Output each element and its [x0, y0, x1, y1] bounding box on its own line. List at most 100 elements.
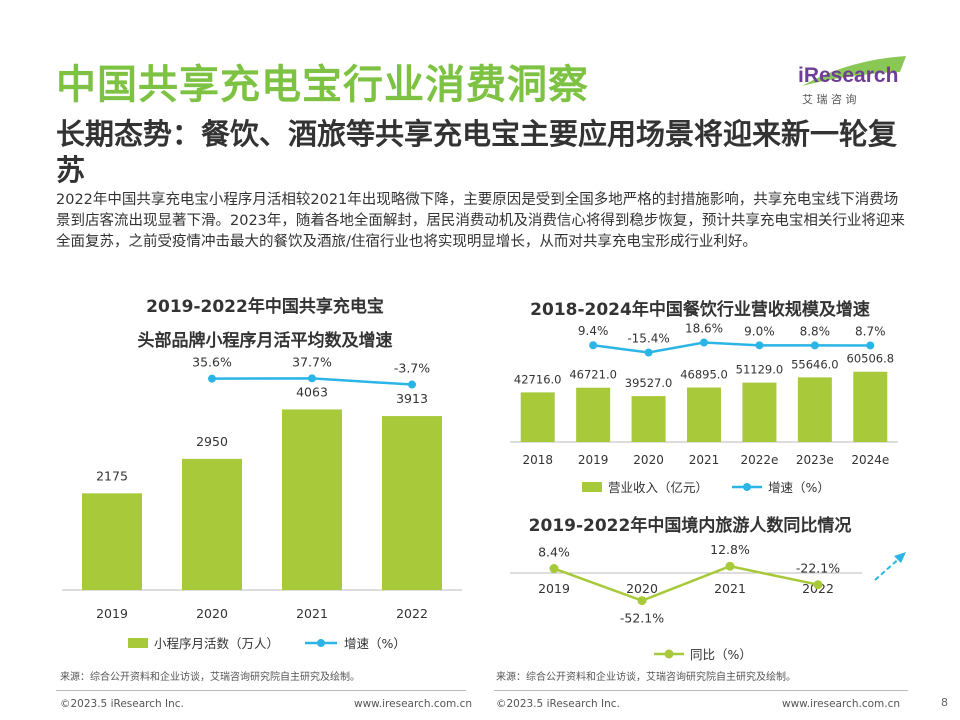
- chart1-bar-label: 2175: [96, 468, 128, 483]
- chart2-bar: [631, 396, 666, 442]
- chart2-bar: [853, 371, 888, 442]
- chart2-x-tick: 2021: [689, 453, 720, 467]
- chart-monthly-active: 2019-2022年中国共享充电宝 头部品牌小程序月活平均数及增速 2175 20…: [60, 292, 470, 662]
- chart2-bar: [742, 382, 777, 442]
- chart2-legend-line-label: 增速（%）: [768, 480, 830, 495]
- page-title: 中国共享充电宝行业消费洞察: [56, 62, 589, 108]
- chart3-point: [813, 580, 823, 590]
- chart1-bar-label: 4063: [296, 384, 328, 399]
- chart3-title: 2019-2022年中国境内旅游人数同比情况: [529, 515, 852, 536]
- chart1-x-tick: 2019: [96, 606, 128, 621]
- logo-cn: 艾 瑞 咨 询: [802, 92, 857, 106]
- chart2-growth-label: 9.0%: [744, 324, 775, 338]
- chart2-growth-point: [644, 348, 653, 357]
- chart1-growth-label: 35.6%: [192, 355, 232, 370]
- chart2-growth-point: [700, 338, 708, 347]
- chart3-point-label: -22.1%: [796, 561, 840, 576]
- chart1-svg: 2019-2022年中国共享充电宝 头部品牌小程序月活平均数及增速 2175 20…: [62, 296, 462, 651]
- chart1-growth-label: -3.7%: [394, 361, 430, 376]
- chart2-growth-point: [866, 341, 875, 350]
- chart3-x-tick: 2019: [538, 581, 570, 596]
- chart1-x-tick: 2022: [396, 606, 428, 621]
- page-number: 8: [941, 696, 948, 709]
- footer-copyright-right: ©2023.5 iResearch Inc.: [496, 698, 620, 710]
- footer-divider-right: [494, 690, 908, 691]
- chart2-x-tick: 2022e: [740, 453, 778, 467]
- chart2-growth-label: -15.4%: [627, 332, 669, 346]
- chart2-legend-bar-swatch: [582, 482, 602, 492]
- chart3-line: [553, 564, 819, 602]
- logo-text: iResearch: [798, 64, 898, 87]
- chart1-x-tick: 2020: [196, 606, 228, 621]
- chart-catering-revenue: 2018-2024年中国餐饮行业营收规模及增速 42716.0 2018 46721…: [490, 292, 910, 502]
- chart2-bar-label: 39527.0: [625, 376, 673, 390]
- chart2-svg: 2018-2024年中国餐饮行业营收规模及增速 42716.0 2018 46721…: [510, 299, 898, 495]
- page-subtitle: 长期态势：餐饮、酒旅等共享充电宝主要应用场景将迎来新一轮复苏: [56, 117, 898, 187]
- chart2-bar-label: 60506.8: [847, 352, 895, 366]
- chart3-point: [637, 596, 647, 606]
- chart2-x-tick: 2018: [522, 453, 553, 467]
- chart2-x-tick: 2020: [633, 453, 664, 467]
- chart3-legend-label: 同比（%）: [690, 647, 752, 662]
- chart2-x-tick: 2019: [578, 453, 609, 467]
- source-note-right: 来源：综合公开资料和企业访谈，艾瑞咨询研究院自主研究及绘制。: [496, 672, 796, 683]
- chart1-bar: [82, 493, 142, 590]
- chart1-bar: [382, 416, 442, 590]
- chart2-bar: [687, 387, 721, 442]
- chart1-bar-label: 2950: [196, 434, 228, 449]
- chart2-growth-label: 8.8%: [800, 324, 831, 338]
- chart3-point: [725, 561, 735, 571]
- chart2-x-tick: 2024e: [851, 453, 889, 467]
- chart2-growth-label: 9.4%: [578, 324, 609, 338]
- chart1-title: 2019-2022年中国共享充电宝: [146, 296, 384, 317]
- chart2-bar-label: 42716.0: [514, 372, 562, 386]
- chart2-legend-bar-label: 营业收入（亿元）: [608, 480, 708, 495]
- footer-copyright-left: ©2023.5 iResearch Inc.: [60, 698, 184, 710]
- chart1-legend-line-marker: [317, 639, 325, 647]
- chart2-growth-point: [810, 341, 819, 350]
- chart3-point: [549, 564, 559, 574]
- chart2-bar-label: 46721.0: [569, 368, 617, 382]
- logo-swoosh: [802, 56, 906, 86]
- chart3-point-label: 8.4%: [538, 545, 570, 560]
- chart3-point-label: -52.1%: [620, 611, 664, 626]
- chart2-bar: [576, 387, 611, 442]
- chart2-bar: [520, 392, 555, 442]
- chart1-subtitle: 头部品牌小程序月活平均数及增速: [138, 330, 393, 351]
- chart2-x-tick: 2023e: [796, 453, 834, 467]
- chart1-growth-point: [308, 374, 316, 383]
- chart1-legend-bar-swatch: [128, 638, 148, 648]
- chart1-bar: [182, 458, 242, 590]
- chart3-x-tick: 2021: [714, 581, 746, 596]
- chart1-growth-point: [408, 380, 416, 389]
- chart2-growth-line: [592, 341, 871, 354]
- chart2-growth-point: [589, 341, 598, 350]
- chart2-growth-point: [755, 341, 764, 350]
- chart1-bar-label: 3913: [396, 391, 428, 406]
- source-note-left: 来源：综合公开资料和企业访谈，艾瑞咨询研究院自主研究及绘制。: [60, 672, 360, 683]
- chart1-legend-bar-label: 小程序月活数（万人）: [154, 636, 279, 651]
- chart2-title: 2018-2024年中国餐饮行业营收规模及增速: [530, 299, 870, 320]
- chart1-legend-line-label: 增速（%）: [344, 636, 406, 651]
- chart2-growth-label: 18.6%: [685, 322, 723, 336]
- chart2-legend-line-marker: [743, 483, 751, 491]
- chart1-growth-point: [208, 374, 216, 383]
- chart2-growth-label: 8.7%: [855, 324, 886, 338]
- chart-tourism: 2019-2022年中国境内旅游人数同比情况 20192020202120228…: [490, 508, 910, 668]
- chart3-svg: 2019-2022年中国境内旅游人数同比情况 20192020202120228…: [510, 515, 906, 662]
- footer-url-right: www.iresearch.com.cn: [782, 698, 901, 710]
- iresearch-logo: iResearch 艾 瑞 咨 询: [798, 56, 906, 106]
- chart2-bar-label: 55646.0: [791, 357, 839, 371]
- chart3-recovery-arrow: [874, 555, 903, 581]
- chart1-growth-label: 37.7%: [292, 354, 332, 369]
- chart3-x-tick: 2020: [626, 581, 658, 596]
- chart2-bar: [797, 377, 832, 442]
- chart3-recovery-arrowhead: [894, 552, 906, 563]
- chart3-legend-marker: [664, 649, 674, 659]
- body-paragraph: 2022年中国共享充电宝小程序月活相较2021年出现略微下降，主要原因是受到全国…: [56, 192, 905, 250]
- chart2-bar-label: 51129.0: [736, 363, 784, 377]
- chart3-point-label: 12.8%: [710, 542, 750, 557]
- chart1-x-tick: 2021: [296, 606, 328, 621]
- footer-url-left: www.iresearch.com.cn: [354, 698, 473, 710]
- footer-divider-left: [56, 690, 466, 691]
